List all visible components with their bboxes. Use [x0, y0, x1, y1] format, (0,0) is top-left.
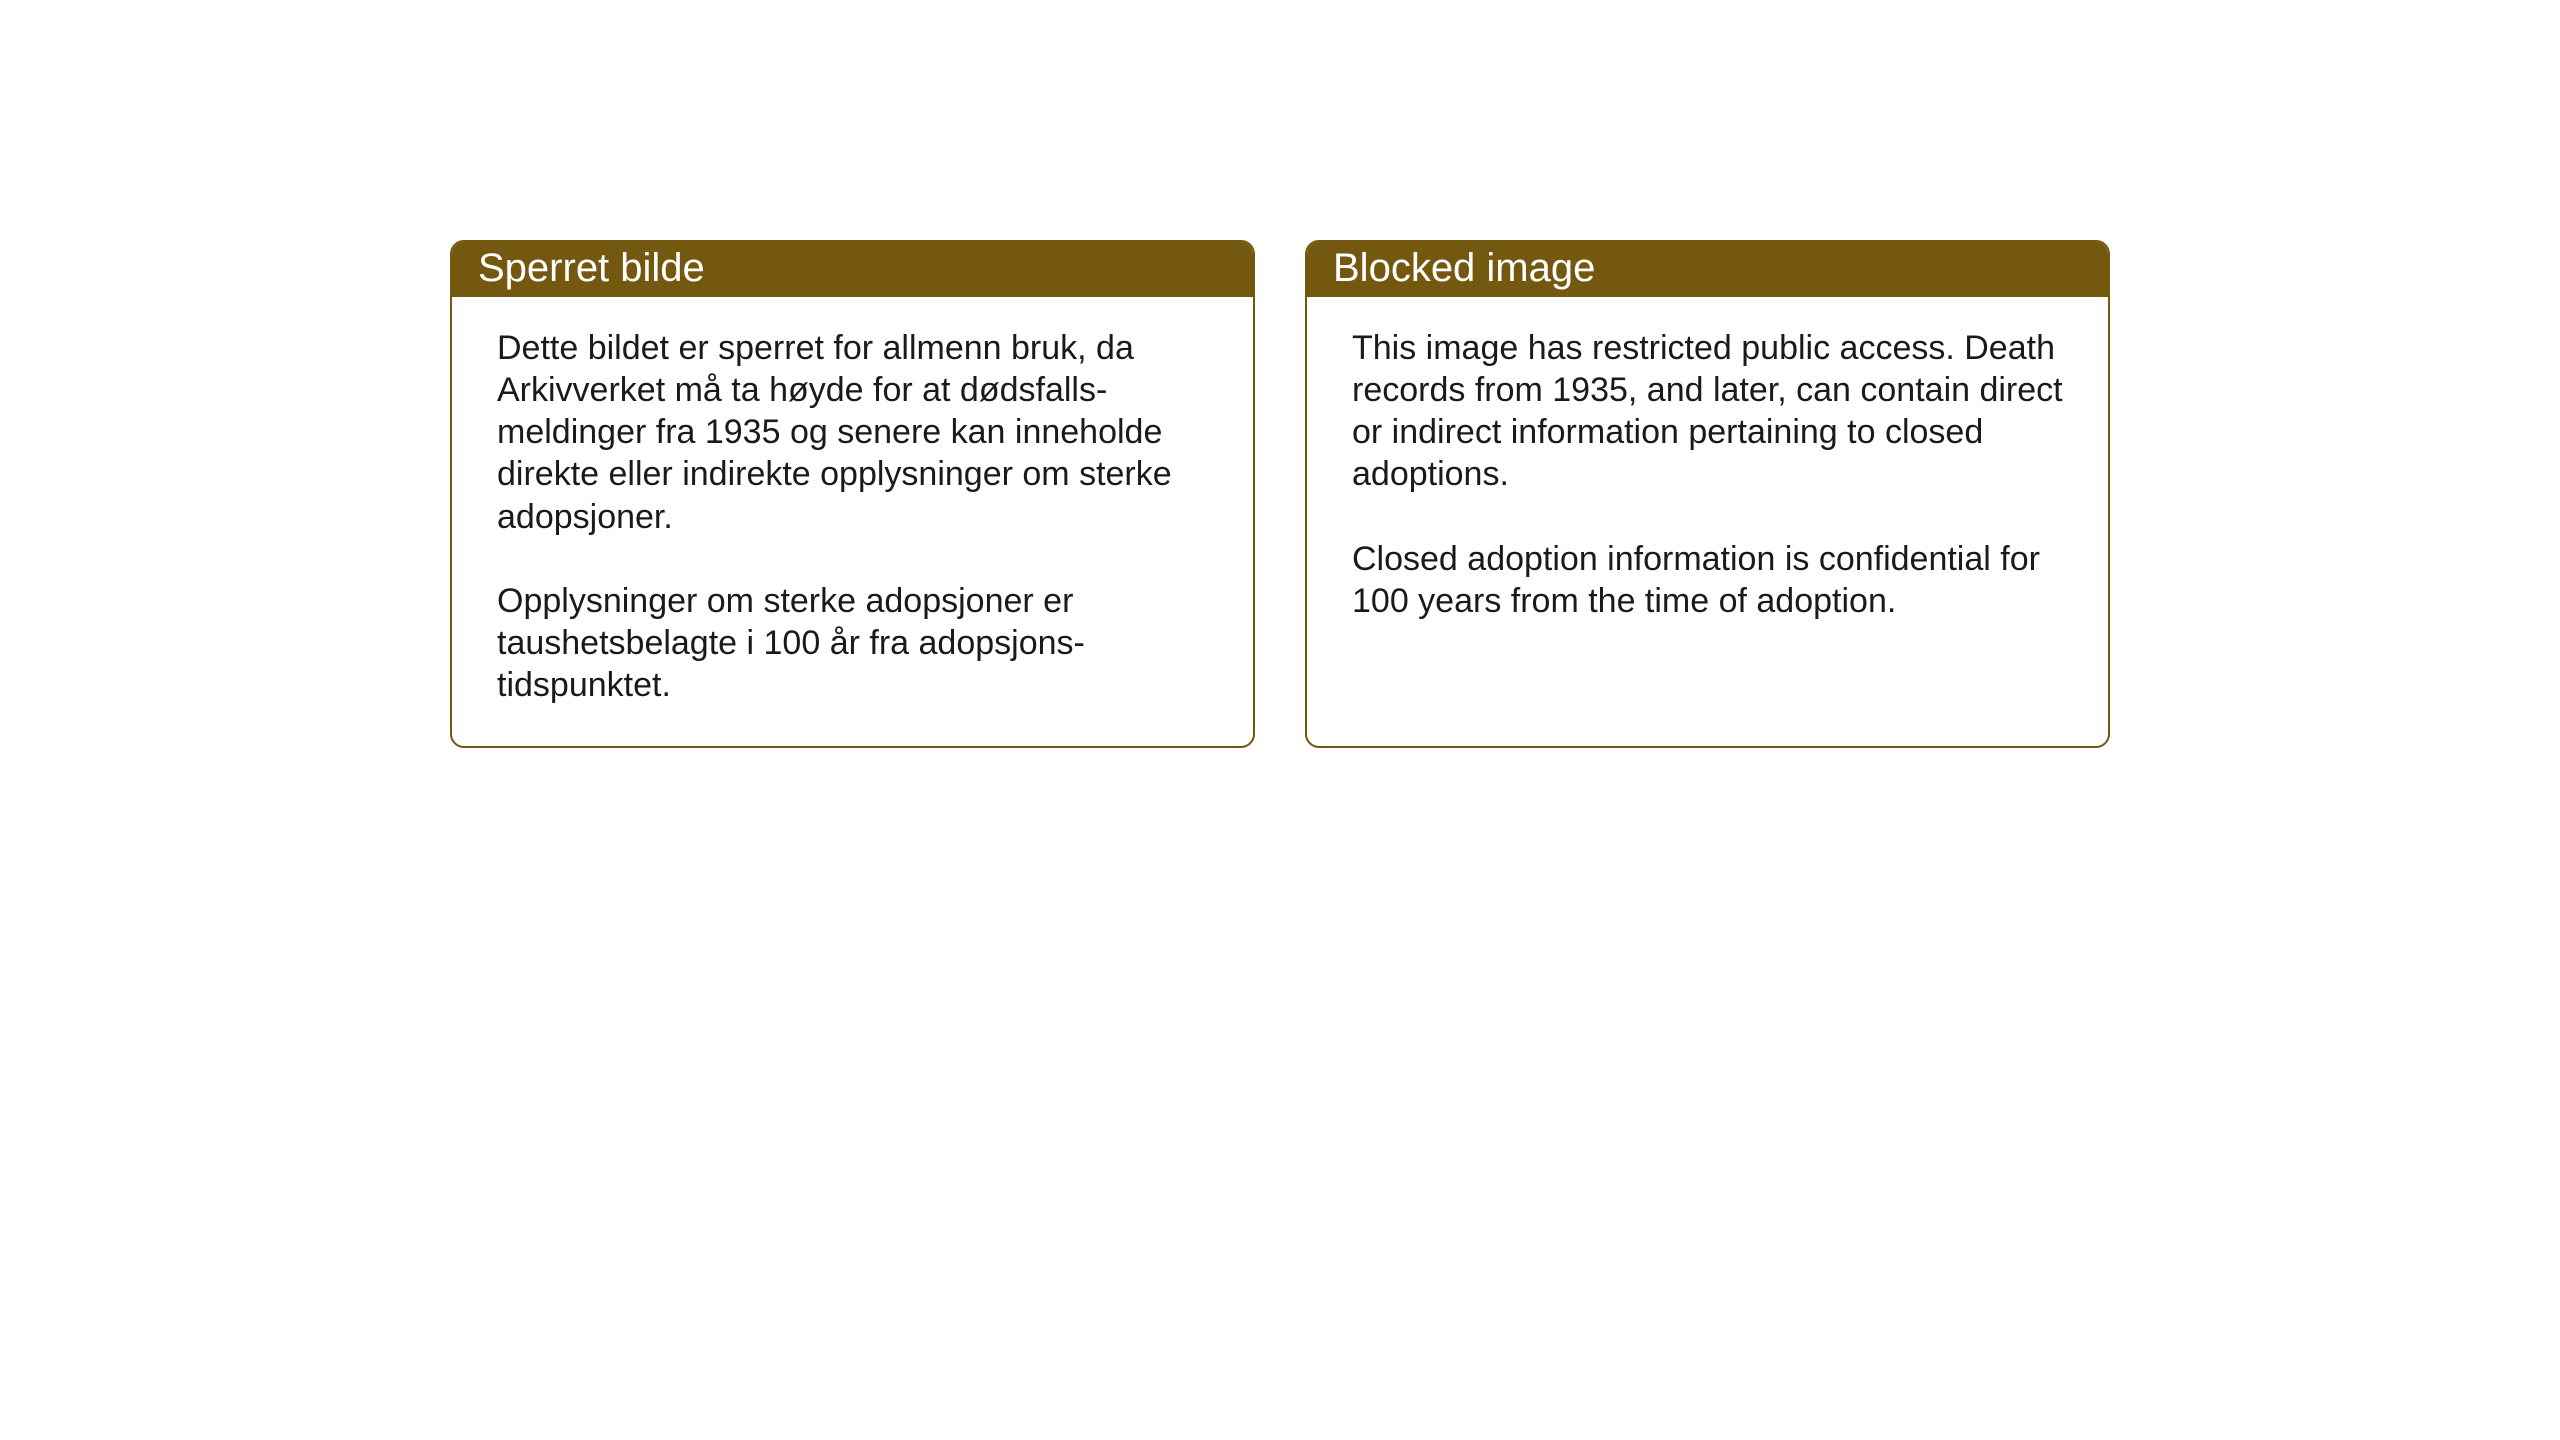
card-english-title: Blocked image: [1333, 246, 1595, 290]
card-english-para1: This image has restricted public access.…: [1352, 327, 2063, 496]
card-english-para2: Closed adoption information is confident…: [1352, 538, 2063, 622]
card-english: Blocked image This image has restricted …: [1305, 240, 2110, 748]
card-norwegian: Sperret bilde Dette bildet er sperret fo…: [450, 240, 1255, 748]
card-norwegian-para1: Dette bildet er sperret for allmenn bruk…: [497, 327, 1208, 538]
card-english-body: This image has restricted public access.…: [1307, 297, 2108, 737]
card-norwegian-title: Sperret bilde: [478, 246, 705, 290]
card-norwegian-para2: Opplysninger om sterke adopsjoner er tau…: [497, 580, 1208, 706]
card-norwegian-header: Sperret bilde: [452, 242, 1253, 297]
cards-container: Sperret bilde Dette bildet er sperret fo…: [450, 240, 2110, 748]
card-english-header: Blocked image: [1307, 242, 2108, 297]
card-norwegian-body: Dette bildet er sperret for allmenn bruk…: [452, 297, 1253, 746]
